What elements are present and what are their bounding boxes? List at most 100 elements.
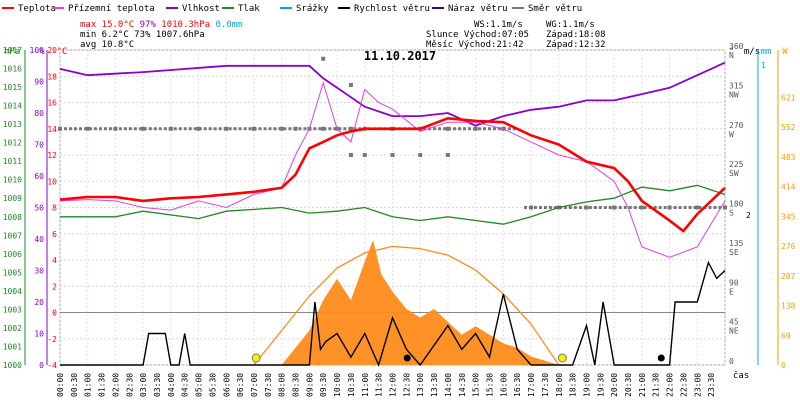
tick-label-hpa: 1016 [3,65,22,74]
tick-label-hpa: 1013 [3,120,22,129]
tick-label-deg: 0 [729,357,734,366]
tick-label-pct: 50 [34,204,44,213]
wind-direction-dot [482,127,486,131]
tick-label-pct: 70 [34,141,44,150]
wind-direction-dot [553,206,557,209]
wind-direction-dot [698,206,702,209]
tick-label-x: 20:30 [624,373,633,397]
wind-direction-dot [74,127,78,131]
wind-direction-dot [613,206,617,209]
tick-label-hpa: 1005 [3,268,22,277]
wind-direction-dot [708,206,712,209]
axis-label-x: čas [733,370,749,381]
tick-label-hpa: 1014 [3,102,22,111]
wind-direction-dot [543,206,547,209]
tick-label-x: 11:00 [361,373,370,397]
tick-label-x: 00:00 [56,373,65,397]
tick-label-temp: 6 [52,230,57,239]
tick-label-x: 10:00 [333,373,342,397]
wind-direction-dot [163,127,167,131]
wind-direction-dot [658,206,662,209]
wind-direction-dot [103,127,107,131]
wind-direction-dot [213,127,217,131]
wind-direction-dot [668,206,672,209]
tick-label-pct: 30 [34,267,44,276]
wind-direction-dot [487,127,491,131]
tick-label-dir: E [729,287,734,296]
tick-label-pct: 20 [34,298,44,307]
moonrise-marker [657,354,665,362]
tick-label-temp: 10 [47,177,57,186]
tick-label-x: 08:30 [292,373,301,397]
wind-direction-dot [288,127,292,131]
tick-label-deg: 45 [729,318,739,327]
wind-direction-dot [608,206,612,209]
wind-direction-dot [113,127,117,131]
wind-direction-dot [603,206,607,209]
wind-direction-dot [458,127,462,131]
wind-direction-dot [233,127,237,131]
wind-direction-dot [639,205,644,210]
tick-label-dir: W [729,130,734,139]
tick-label-x: 19:30 [596,373,605,397]
tick-label-x: 09:00 [305,373,314,397]
wind-direction-dot [618,206,622,209]
wind-direction-dot [321,56,326,61]
wind-direction-dot [64,127,68,131]
wind-direction-dot [138,127,142,131]
tick-label-hpa: 1004 [3,287,22,296]
tick-label-x: 03:30 [153,373,162,397]
wind-direction-dot [223,127,227,131]
wind-direction-dot [663,206,667,209]
stats-max-hum: 97% [140,20,162,30]
tick-label-dir: SE [729,248,739,257]
tick-label-deg: 270 [729,121,744,130]
wind-direction-dot [248,127,252,131]
wind-direction-dot [268,127,272,131]
wind-direction-dot [338,127,342,131]
wind-direction-dot [453,127,457,131]
tick-label-x: 06:00 [222,373,231,397]
wind-direction-dot [390,153,395,157]
tick-label-temp: 18 [47,72,57,81]
legend: Teplota Přízemní teplota Vlhkost Tlak Srážky… [2,4,582,14]
tick-label-temp: 16 [47,99,57,108]
wind-direction-dot [723,206,727,209]
solar-radiation-area [281,240,559,365]
wind-direction-dot [258,127,262,131]
stats-moonrise: Měsíc Východ:21:42 [426,40,524,50]
tick-label-hpa: 1012 [3,139,22,148]
tick-label-x: 20:00 [610,373,619,397]
tick-label-pct: 10 [34,330,44,339]
tick-label-hpa: 1009 [3,194,22,203]
wind-direction-dot [193,127,197,131]
chart-title: 11.10.2017 [364,49,436,63]
wind-direction-dot [445,126,450,131]
wind-direction-dot [323,127,327,131]
wind-direction-dot [108,127,112,131]
wind-direction-dot [623,206,627,209]
wind-direction-dot [628,206,632,209]
tick-label-x: 16:30 [513,373,522,397]
tick-label-x: 05:30 [208,373,217,397]
tick-label-hpa: 1001 [3,342,22,351]
wind-direction-dot [653,206,657,209]
wind-direction-dot [598,206,602,209]
tick-label-temp: 0 [52,309,57,318]
tick-label-x: 01:30 [98,373,107,397]
tick-label-pct: 60 [34,172,44,181]
wind-direction-dot [492,127,496,131]
wind-direction-dot [638,206,642,209]
wind-direction-dot [123,127,127,131]
wind-direction-dot [196,126,201,131]
wind-direction-dot [348,127,352,131]
wind-direction-dot [183,127,187,131]
tick-label-temp: 2 [52,282,57,291]
tick-label-dir: N [729,51,734,60]
wind-direction-dot [273,127,277,131]
stats-min: min 6.2°C 73% 1007.6hPa [80,30,205,40]
wind-direction-dot [524,206,527,209]
axis-unit-hpa: hPa [4,47,20,57]
tick-label-x: 11:30 [375,373,384,397]
